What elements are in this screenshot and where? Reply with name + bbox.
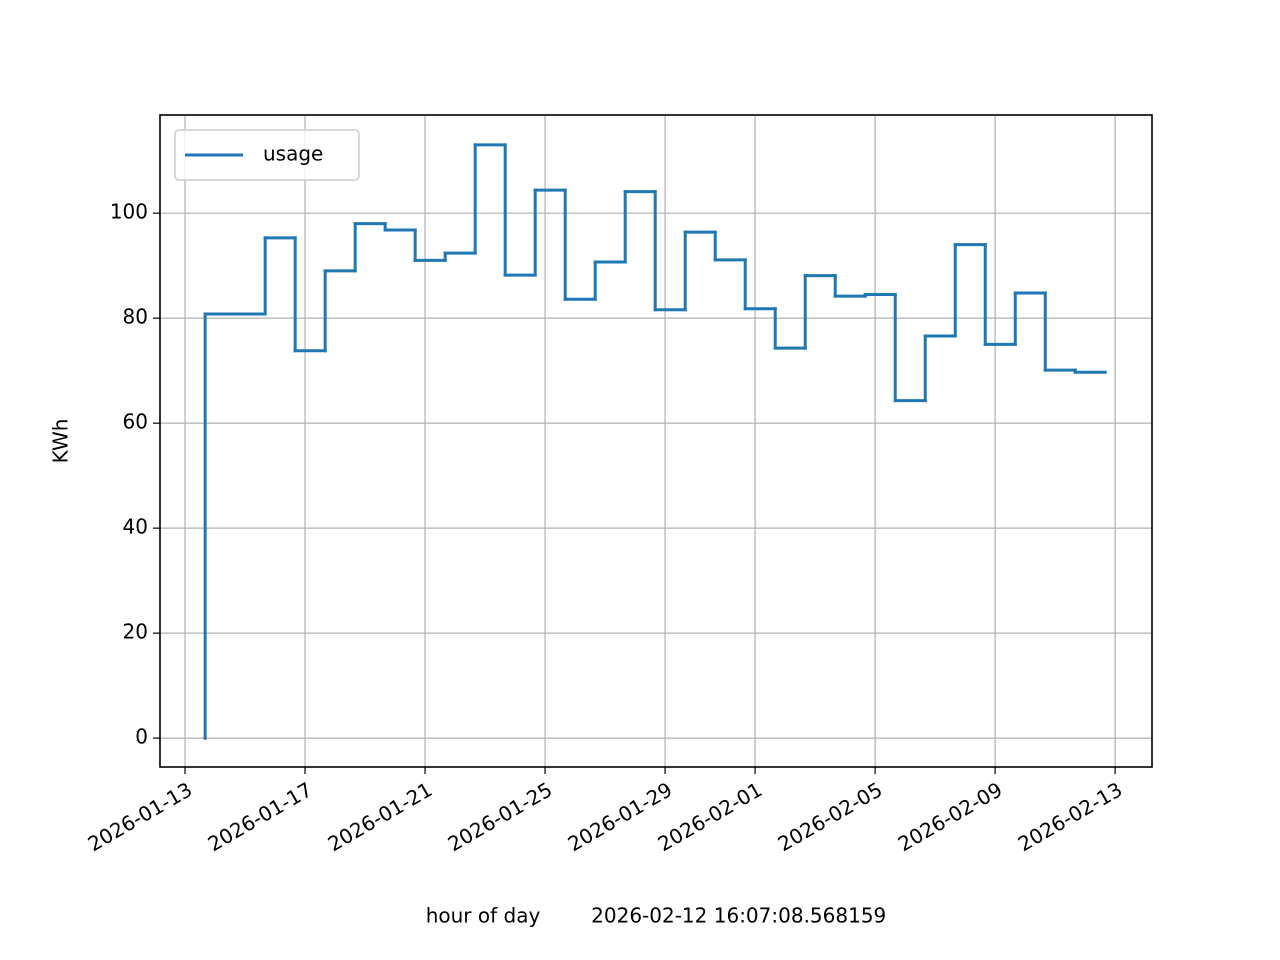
legend-box (174, 129, 360, 181)
y-axis-label: KWh (49, 419, 73, 464)
y-tick-label: 20 (123, 620, 148, 644)
y-tick-label: 0 (135, 725, 148, 749)
y-tick-label: 80 (123, 305, 148, 329)
y-tick-label: 60 (123, 410, 148, 434)
x-axis-label: hour of day 2026-02-12 16:07:08.568159 (426, 904, 887, 928)
legend-label: usage (263, 142, 323, 166)
y-tick-label: 100 (110, 200, 148, 224)
axes-frame (159, 114, 1153, 768)
y-tick-label: 40 (123, 515, 148, 539)
